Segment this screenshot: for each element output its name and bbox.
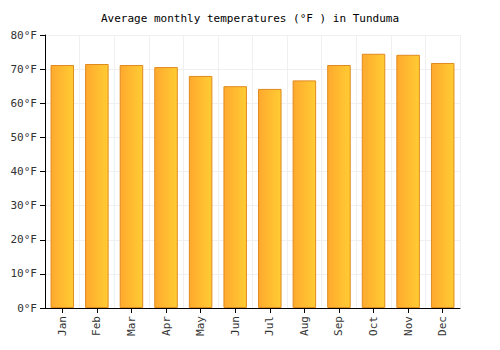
svg-text:60°F: 60°F [11,97,38,110]
svg-text:70°F: 70°F [11,63,38,76]
svg-text:40°F: 40°F [11,165,38,178]
svg-text:Apr: Apr [160,316,173,336]
svg-text:Feb: Feb [90,316,103,336]
svg-text:Aug: Aug [298,316,311,336]
svg-text:0°F: 0°F [17,302,37,315]
svg-text:10°F: 10°F [11,267,38,280]
svg-text:Jan: Jan [56,316,69,336]
svg-text:May: May [194,316,207,336]
svg-text:Jun: Jun [229,316,242,336]
svg-text:Mar: Mar [125,316,138,336]
svg-text:20°F: 20°F [11,233,38,246]
svg-text:50°F: 50°F [11,131,38,144]
svg-text:Nov: Nov [402,316,415,336]
svg-text:Jul: Jul [263,316,276,336]
svg-text:80°F: 80°F [11,29,38,42]
svg-text:Sep: Sep [332,316,345,336]
svg-text:Oct: Oct [367,316,380,336]
svg-text:Dec: Dec [436,316,449,336]
svg-text:30°F: 30°F [11,199,38,212]
svg-text:Average monthly temperatures (: Average monthly temperatures (°F ) in Tu… [101,12,399,25]
